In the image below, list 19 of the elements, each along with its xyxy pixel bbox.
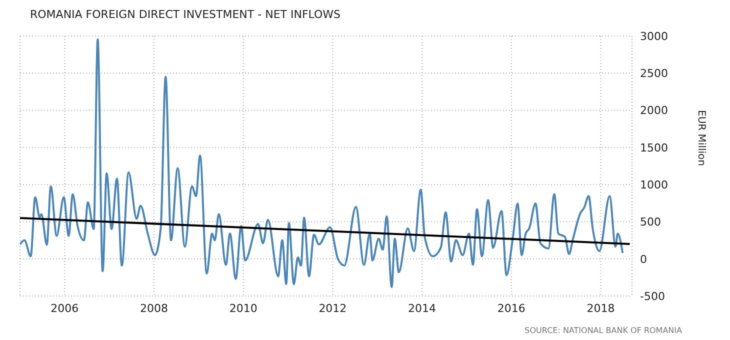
x-tick-label: 2006 [50, 302, 79, 315]
x-tick-label: 2014 [408, 302, 436, 315]
x-tick-label: 2008 [140, 302, 168, 315]
x-tick-label: 2018 [586, 302, 615, 315]
y-tick-label: 2500 [640, 67, 668, 80]
y-tick-label: 0 [640, 252, 647, 266]
y-axis-title: EUR Million [695, 110, 706, 166]
y-tick-label: 3000 [640, 30, 668, 43]
y-tick-label: 500 [640, 216, 661, 229]
x-tick-label: 2016 [497, 302, 526, 315]
y-tick-label: -500 [640, 290, 665, 303]
source-note: SOURCE: NATIONAL BANK OF ROMANIA [524, 326, 682, 335]
x-tick-label: 2012 [318, 302, 347, 315]
y-tick-label: 1000 [640, 178, 668, 192]
x-tick-label: 2010 [229, 302, 258, 315]
chart-title: ROMANIA FOREIGN DIRECT INVESTMENT - NET INFLOWS [30, 8, 342, 23]
line-series [20, 38, 624, 288]
y-tick-label: 1500 [640, 141, 668, 154]
y-tick-label: 2000 [640, 104, 668, 118]
